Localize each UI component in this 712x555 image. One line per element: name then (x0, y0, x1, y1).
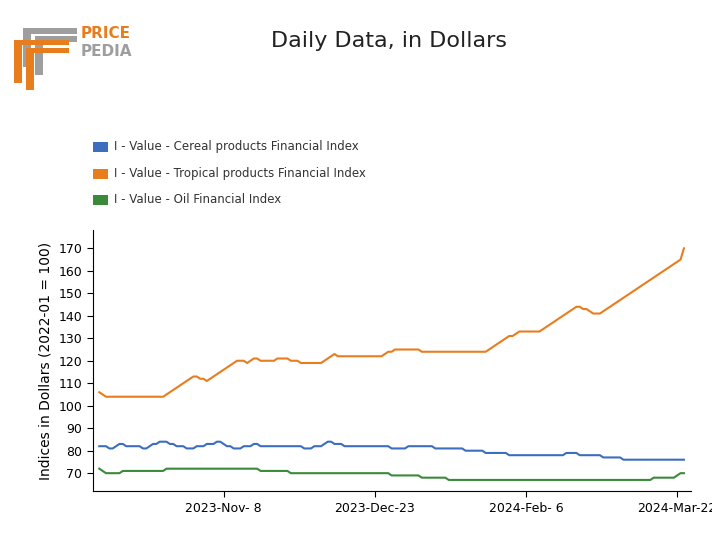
Text: PEDIA: PEDIA (80, 44, 132, 59)
Text: I - Value - Cereal products Financial Index: I - Value - Cereal products Financial In… (114, 140, 359, 153)
Polygon shape (35, 36, 77, 75)
Polygon shape (14, 40, 69, 83)
Text: I - Value - Tropical products Financial Index: I - Value - Tropical products Financial … (114, 166, 366, 180)
Text: Daily Data, in Dollars: Daily Data, in Dollars (271, 31, 506, 51)
Text: I - Value - Oil Financial Index: I - Value - Oil Financial Index (114, 193, 281, 206)
Polygon shape (23, 28, 77, 67)
Polygon shape (26, 48, 69, 90)
Text: PRICE: PRICE (80, 26, 130, 41)
Y-axis label: Indices in Dollars (2022-01 = 100): Indices in Dollars (2022-01 = 100) (38, 241, 53, 480)
